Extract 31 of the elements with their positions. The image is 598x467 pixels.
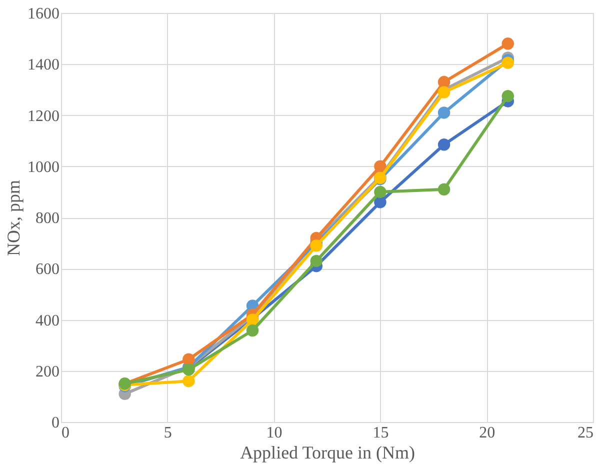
point: [438, 183, 450, 196]
x-tick-label: 25: [578, 424, 594, 442]
y-axis-title: NOx, ppm: [4, 180, 24, 256]
y-tick-label: 200: [36, 363, 60, 380]
point: [438, 86, 450, 98]
point: [438, 76, 450, 88]
point: [246, 324, 259, 337]
point: [438, 106, 450, 119]
point: [374, 196, 386, 208]
point: [182, 374, 195, 388]
point: [502, 38, 514, 50]
point: [374, 186, 386, 198]
point: [182, 353, 195, 366]
y-tick-label: 1000: [28, 158, 60, 176]
y-tick-label: 1200: [28, 108, 60, 125]
x-tick-label: 5: [164, 424, 172, 442]
point: [502, 90, 514, 102]
y-tick-label: 400: [36, 312, 60, 330]
y-tick-label: 600: [36, 261, 60, 278]
point: [374, 160, 386, 172]
point: [310, 240, 322, 252]
x-tick-label: 20: [479, 424, 496, 442]
x-tick-label: 15: [372, 424, 389, 442]
point: [438, 138, 450, 151]
point: [310, 254, 322, 268]
point: [502, 56, 514, 69]
y-tick-label: 800: [36, 210, 60, 227]
x-axis-title: Applied Torque in (Nm): [240, 442, 415, 462]
x-tick-label: 10: [266, 424, 282, 442]
y-tick-label: 1600: [28, 6, 60, 22]
y-tick-label: 1400: [28, 56, 60, 74]
